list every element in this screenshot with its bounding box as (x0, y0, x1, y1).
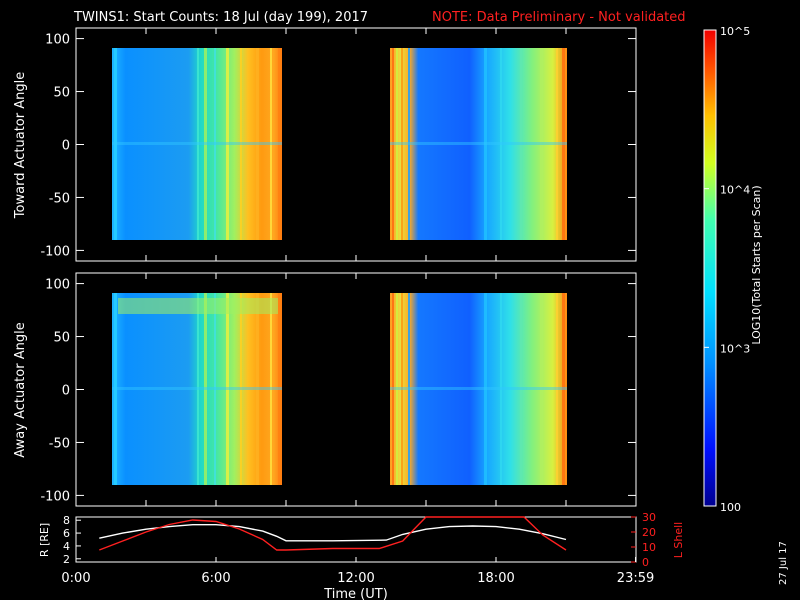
away-block-2 (390, 293, 567, 485)
spectrogram-stripe (214, 48, 216, 240)
away-stripes (112, 293, 567, 485)
spectrogram-stripe (278, 293, 281, 485)
spectrogram-stripe (396, 293, 398, 485)
spectrogram-stripe (408, 293, 410, 485)
spectrogram-stripe (240, 293, 242, 485)
r-tick-label: 4 (63, 540, 70, 553)
colorbar-tick-label: 10^5 (720, 25, 750, 38)
ytick-label: 0 (62, 139, 70, 154)
colorbar-tick-label: 10^4 (720, 184, 750, 197)
time-tick-label: 0:00 (61, 571, 90, 586)
colorbar-label: LOG10(Total Starts per Scan) (750, 185, 763, 344)
ephemeris-lines (99, 516, 567, 551)
spectrogram-stripe (556, 293, 558, 485)
spectrogram-stripe (392, 293, 394, 485)
spectrogram-stripe (500, 48, 502, 240)
spectrogram-stripe (197, 48, 199, 240)
spectrogram-stripe (540, 48, 543, 240)
r-tick-label: 2 (63, 553, 70, 566)
ytick-label: -100 (40, 244, 70, 259)
ephemeris-panel-frame (75, 516, 637, 563)
ytick-label: 100 (45, 278, 70, 293)
spectrogram-stripe (556, 48, 558, 240)
date-stamp: 27 Jul 17 (778, 541, 789, 585)
spectrogram-stripe (204, 48, 207, 240)
ytick-label: 50 (53, 86, 70, 101)
colorbar: 10^5 10^4 10^3 100 LOG10(Total Starts per S… (703, 25, 763, 514)
lshell-tick-label: 30 (642, 511, 656, 524)
r-axis-label: R [RE] (38, 523, 51, 557)
spectrogram-stripe (114, 48, 117, 240)
spectrogram-stripe (256, 48, 259, 240)
lshell-axis-ticks: 30 20 10 0 (631, 511, 656, 569)
lshell-tick-label: 10 (642, 541, 656, 554)
spectrogram-stripe (214, 293, 216, 485)
ytick-label: 100 (45, 33, 70, 48)
toward-stripes (112, 48, 567, 240)
zero-angle-band (390, 142, 567, 145)
spectrogram-stripe (562, 293, 565, 485)
spectrogram-stripe (540, 293, 543, 485)
high-angle-band (118, 298, 278, 314)
spectrogram-stripe (396, 48, 398, 240)
ytick-label: -50 (49, 436, 70, 451)
time-tick-label: 6:00 (201, 571, 230, 586)
lshell-line (99, 516, 567, 551)
toward-block-2 (390, 48, 567, 240)
colorbar-ticks: 10^5 10^4 10^3 100 (704, 25, 750, 514)
spectrogram-stripe (226, 48, 229, 240)
spectrogram-stripe (256, 293, 259, 485)
figure-title: TWINS1: Start Counts: 18 Jul (day 199), … (73, 10, 368, 25)
time-tick-label: 23:59 (617, 571, 654, 586)
preliminary-note: NOTE: Data Preliminary - Not validated (432, 10, 686, 25)
ytick-label: 50 (53, 331, 70, 346)
colorbar-tick-label: 100 (720, 501, 741, 514)
spectrogram-stripe (408, 48, 410, 240)
spectrogram-stripe (520, 48, 522, 240)
away-panel: Away Actuator Angle 100 50 0 -50 -100 (13, 272, 637, 507)
zero-angle-band (112, 142, 282, 145)
lshell-tick-label: 20 (642, 526, 656, 539)
spectrogram-stripe (204, 293, 207, 485)
r-distance-line (99, 524, 567, 542)
ytick-label: -100 (40, 489, 70, 504)
r-tick-label: 6 (63, 527, 70, 540)
spectrogram-stripe (562, 48, 565, 240)
r-tick-label: 8 (63, 514, 70, 527)
spectrogram-stripe (401, 48, 403, 240)
spectrogram-stripe (270, 293, 272, 485)
ytick-label: -50 (49, 191, 70, 206)
spectrogram-stripe (197, 293, 199, 485)
spectrogram-stripe (500, 293, 502, 485)
ytick-label: 0 (62, 384, 70, 399)
spectrogram-stripe (278, 48, 281, 240)
spectrogram-stripe (484, 293, 487, 485)
spectrogram-stripe (114, 293, 117, 485)
colorbar-gradient (703, 29, 717, 507)
time-axis-ticks: 0:00 6:00 12:00 18:00 23:59 (61, 557, 654, 586)
toward-panel: Toward Actuator Angle 100 50 0 -50 -100 (13, 27, 637, 262)
spectrogram-stripe (392, 48, 394, 240)
lshell-tick-label: 0 (642, 556, 649, 569)
away-yticks: 100 50 0 -50 -100 (40, 273, 637, 506)
spectrogram-stripe (240, 48, 242, 240)
time-axis-label: Time (UT) (323, 587, 388, 600)
colorbar-tick-label: 10^3 (720, 342, 750, 355)
away-ylabel: Away Actuator Angle (13, 322, 28, 457)
spectrogram-stripe (226, 293, 229, 485)
time-tick-label: 18:00 (477, 571, 514, 586)
lshell-axis-label: L Shell (672, 522, 685, 558)
zero-angle-band (390, 387, 567, 390)
toward-yticks: 100 50 0 -50 -100 (40, 28, 637, 261)
spectrogram-stripe (520, 293, 522, 485)
spectrogram-stripe (401, 293, 403, 485)
spectrogram-stripe (484, 48, 487, 240)
time-tick-label: 12:00 (337, 571, 374, 586)
spectrogram-stripe (270, 48, 272, 240)
zero-angle-band (112, 387, 282, 390)
toward-ylabel: Toward Actuator Angle (13, 72, 28, 219)
